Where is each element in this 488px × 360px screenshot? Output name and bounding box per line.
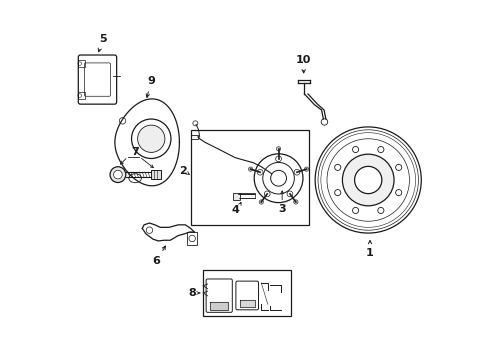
Text: 5: 5 <box>98 34 106 52</box>
Text: 2: 2 <box>179 166 186 176</box>
Bar <box>78 92 85 99</box>
Circle shape <box>259 200 263 204</box>
Bar <box>239 194 255 198</box>
Circle shape <box>248 167 252 171</box>
Bar <box>151 170 161 179</box>
Text: 10: 10 <box>295 55 311 73</box>
Text: 6: 6 <box>152 246 165 266</box>
Bar <box>187 232 197 244</box>
Circle shape <box>304 167 308 171</box>
Bar <box>203 270 290 316</box>
Polygon shape <box>239 301 254 307</box>
Text: 4: 4 <box>231 206 239 216</box>
Text: 9: 9 <box>146 76 155 97</box>
Text: 1: 1 <box>366 240 373 258</box>
Circle shape <box>354 166 381 194</box>
Circle shape <box>342 154 393 206</box>
Text: 3: 3 <box>278 204 285 214</box>
Polygon shape <box>210 302 227 310</box>
Bar <box>233 193 239 200</box>
Circle shape <box>110 167 125 183</box>
Circle shape <box>270 170 286 186</box>
Circle shape <box>113 170 122 179</box>
Bar <box>78 60 85 67</box>
Bar <box>190 130 308 225</box>
Text: 7: 7 <box>131 147 139 157</box>
Circle shape <box>276 147 280 151</box>
Circle shape <box>293 200 297 204</box>
Circle shape <box>137 125 164 152</box>
Text: 8: 8 <box>188 288 196 298</box>
Bar <box>191 135 198 139</box>
